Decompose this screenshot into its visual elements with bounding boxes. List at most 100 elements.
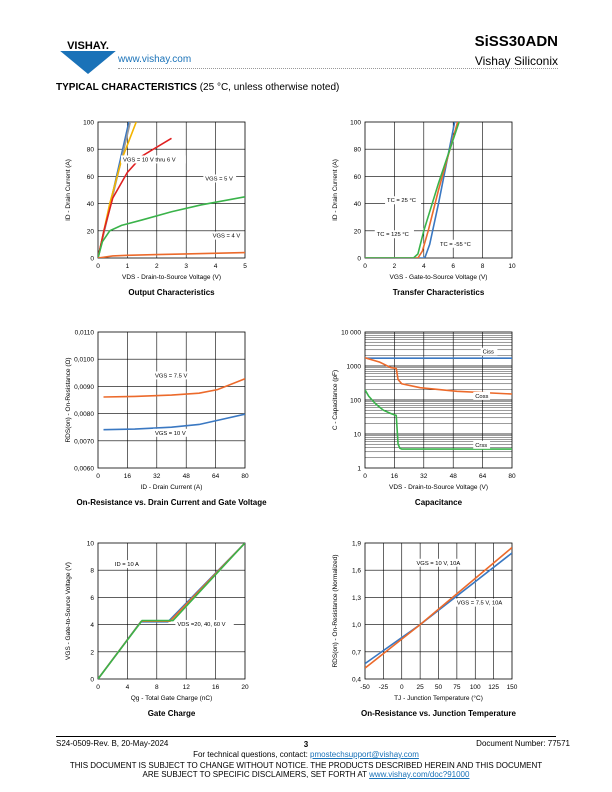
part-number: SiSS30ADN — [474, 33, 558, 50]
x-tick-label: 5 — [243, 263, 247, 270]
x-tick-label: 0 — [400, 684, 404, 691]
x-tick-label: 16 — [124, 473, 132, 480]
annotation-label: VGS = 4 V — [213, 234, 241, 240]
y-tick-label: 0,0060 — [74, 466, 94, 473]
x-tick-label: 1 — [126, 263, 130, 270]
series-line-green — [365, 122, 460, 258]
y-tick-label: 8 — [90, 568, 94, 575]
disclaimer-link[interactable]: www.vishay.com/doc?91000 — [369, 770, 470, 779]
chart-onres_tj: -50 -25 0 25 50 75 100 125 150 0,4 0,7 1,0 1,3 1,6 1,9… — [332, 541, 518, 719]
chart-capacitance: 0 16 32 48 64 80 1 10 100 1000 10 000 Ciss Coss Crss V… — [332, 330, 516, 508]
x-tick-label: 4 — [126, 684, 130, 691]
y-tick-label: 80 — [87, 147, 95, 154]
footer-rule — [56, 736, 556, 737]
section-heading: TYPICAL CHARACTERISTICS (25 °C, unless o… — [56, 82, 339, 93]
series-line-orange — [103, 378, 245, 398]
y-tick-label: 10 000 — [341, 330, 361, 337]
annotation-label: Ciss — [483, 350, 494, 356]
x-tick-label: 75 — [453, 684, 461, 691]
annotation-bg — [437, 239, 478, 248]
x-tick-label: 2 — [393, 263, 397, 270]
y-tick-label: 2 — [90, 649, 94, 656]
x-axis-label: VDS - Drain-to-Source Voltage (V) — [389, 484, 488, 491]
x-tick-label: 6 — [451, 263, 455, 270]
chart-gatecharge: 0 4 8 12 16 20 0 2 4 6 8 10 ID = 10 A VDS =20, 40, 60… — [65, 541, 249, 719]
y-tick-label: 1,9 — [352, 541, 361, 548]
x-tick-label: 80 — [508, 473, 516, 480]
x-axis-label: Qg - Total Gate Charge (nC) — [131, 695, 213, 702]
chart-title: On-Resistance vs. Junction Temperature — [361, 709, 517, 718]
chart-title: Capacitance — [415, 498, 463, 507]
y-tick-label: 0,7 — [352, 649, 361, 656]
y-axis-label: VGS - Gate-to-Source Voltage (V) — [65, 562, 72, 660]
series-line-orange — [365, 356, 512, 395]
y-tick-label: 100 — [83, 120, 94, 127]
x-tick-label: 12 — [183, 684, 191, 691]
series-line-blue — [103, 413, 245, 431]
y-tick-label: 1,0 — [352, 622, 361, 629]
series-line-green — [98, 196, 245, 258]
chart-title: Gate Charge — [148, 709, 196, 718]
y-tick-label: 20 — [354, 228, 362, 235]
y-tick-label: 1,6 — [352, 568, 361, 575]
vishay-logo: VISHAY. — [55, 40, 121, 74]
x-tick-label: -50 — [360, 684, 370, 691]
y-tick-label: 4 — [90, 622, 94, 629]
annotation-bg — [374, 230, 414, 239]
x-tick-label: 25 — [417, 684, 425, 691]
disclaimer-line-2: ARE SUBJECT TO SPECIFIC DISCLAIMERS, SET… — [0, 770, 612, 779]
y-tick-label: 0 — [357, 256, 361, 263]
x-tick-label: 32 — [153, 473, 161, 480]
x-tick-label: 64 — [479, 473, 487, 480]
annotation-label: Crss — [475, 443, 487, 449]
x-tick-label: 16 — [391, 473, 399, 480]
x-tick-label: 8 — [155, 684, 159, 691]
y-tick-label: 100 — [350, 120, 361, 127]
annotation-bg — [112, 560, 146, 569]
annotation-label: VGS = 10 V — [155, 431, 186, 437]
x-tick-label: 100 — [470, 684, 481, 691]
website-link[interactable]: www.vishay.com — [118, 54, 192, 65]
x-tick-label: 0 — [96, 473, 100, 480]
x-tick-label: 4 — [214, 263, 218, 270]
y-axis-label: ID - Drain Current (A) — [332, 159, 339, 221]
company-name: Vishay Siliconix — [474, 54, 558, 68]
y-tick-label: 10 — [354, 432, 362, 439]
y-tick-label: 100 — [350, 398, 361, 405]
contact-email-link[interactable]: pmostechsupport@vishay.com — [310, 750, 419, 759]
y-tick-label: 0 — [90, 677, 94, 684]
annotation-label: TC = 125 °C — [377, 232, 409, 238]
x-axis-label: VGS - Gate-to-Source Voltage (V) — [390, 274, 488, 281]
annotation-bg — [152, 371, 193, 380]
series-line-red — [98, 137, 172, 258]
chart-title: Output Characteristics — [128, 288, 215, 297]
x-axis-label: TJ - Junction Temperature (°C) — [394, 694, 483, 702]
annotation-bg — [175, 619, 234, 628]
x-tick-label: 0 — [363, 473, 367, 480]
contact-prefix: For technical questions, contact: — [193, 750, 311, 759]
x-tick-label: 20 — [241, 684, 249, 691]
x-tick-label: 150 — [507, 684, 518, 691]
annotation-bg — [473, 391, 491, 400]
x-tick-label: 125 — [488, 684, 499, 691]
annotation-bg — [152, 428, 189, 437]
chart-title: On-Resistance vs. Drain Current and Gate… — [76, 498, 267, 507]
x-axis-label: VDS - Drain-to-Source Voltage (V) — [122, 274, 221, 281]
annotation-label: TC = -55 °C — [440, 242, 471, 248]
y-tick-label: 0,0090 — [74, 384, 94, 391]
x-tick-label: 16 — [212, 684, 220, 691]
y-axis-label: RDS(on) - On-Resistance (Normalized) — [332, 554, 339, 667]
x-tick-label: 2 — [155, 263, 159, 270]
series-line-green — [365, 389, 512, 450]
x-tick-label: 4 — [422, 263, 426, 270]
series-line-orange — [365, 122, 459, 258]
chart-onres_id: 0 16 32 48 64 80 0,0060 0,0070 0,0080 0,0090 0,010… — [65, 330, 267, 508]
y-axis-label: C - Capacitance (pF) — [332, 370, 339, 430]
y-tick-label: 0,0100 — [74, 357, 94, 364]
y-tick-label: 0,0110 — [75, 330, 95, 337]
svg-text:VISHAY.: VISHAY. — [67, 40, 109, 52]
header-rule — [118, 68, 558, 69]
annotation-bg — [120, 155, 186, 164]
annotation-label: VGS = 10 V, 10A — [416, 561, 460, 567]
